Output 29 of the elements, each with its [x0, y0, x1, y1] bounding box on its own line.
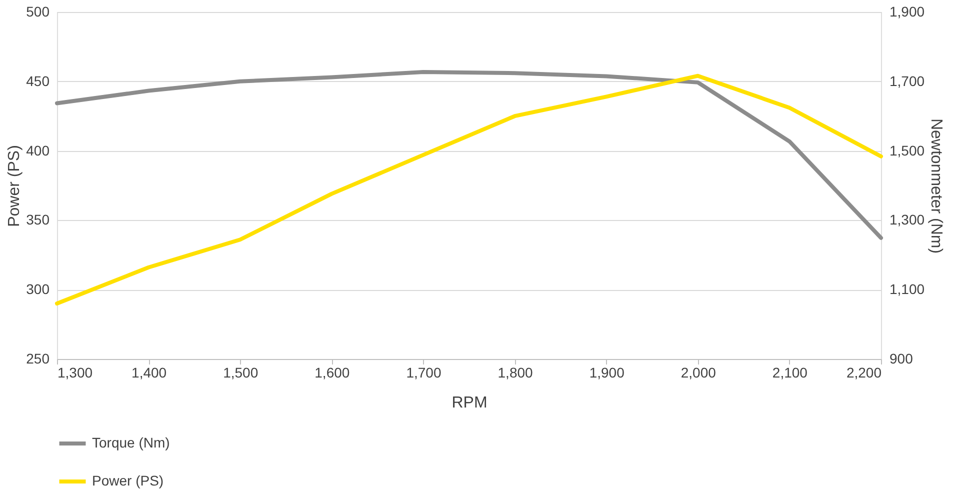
y2-tick-label: 1,300 [890, 212, 925, 228]
x-tick-label: 1,600 [314, 364, 350, 380]
y-tick-label: 500 [26, 4, 50, 20]
line-series [55, 70, 883, 240]
x-axis-title: RPM [452, 394, 488, 412]
x-tick-label: 1,800 [498, 364, 533, 380]
y2-axis-title: Newtonmeter (Nm) [928, 118, 945, 254]
x-tick-label: 1,300 [58, 364, 93, 380]
x-tick-label: 1,900 [589, 364, 625, 380]
y2-tick-label: 1,700 [890, 72, 925, 89]
line-series [55, 74, 883, 306]
y-tick-label: 400 [26, 142, 50, 158]
x-tick-label: 1,700 [406, 364, 442, 380]
legend-label: Torque (Nm) [92, 434, 170, 450]
y2-tick-label: 1,500 [890, 142, 925, 158]
y-tick-label: 250 [26, 350, 50, 366]
x-tick-label: 2,000 [680, 364, 716, 380]
x-tick-label: 1,500 [223, 364, 258, 380]
legend-label: Power (PS) [92, 472, 164, 488]
x-tick-label: 2,200 [846, 364, 882, 380]
y2-tick-label: 1,900 [890, 4, 925, 20]
y-tick-label: 350 [26, 212, 50, 228]
y-tick-label: 450 [26, 72, 50, 89]
y2-tick-label: 1,100 [890, 281, 925, 298]
y2-tick-label: 900 [890, 350, 914, 366]
y-axis-title: Power (PS) [6, 145, 24, 227]
y-tick-label: 300 [26, 281, 50, 298]
x-tick-label: 2,100 [772, 364, 808, 380]
x-tick-label: 1,400 [132, 364, 167, 380]
